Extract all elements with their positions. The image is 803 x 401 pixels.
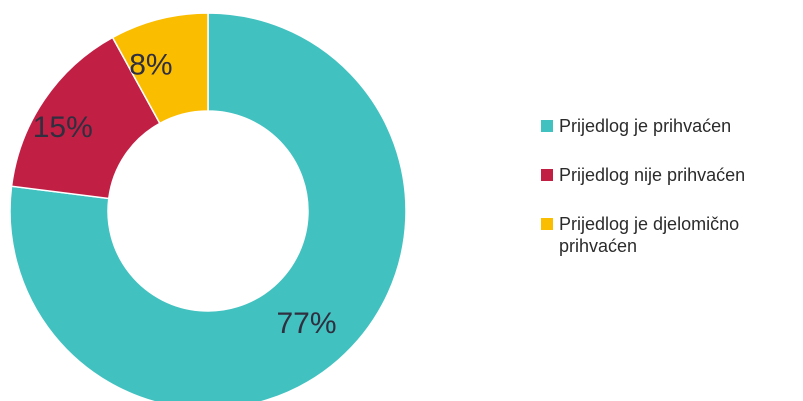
donut-chart-plot: 77% 15% 8% bbox=[9, 12, 407, 401]
slice-accepted bbox=[9, 12, 407, 401]
chart-legend: Prijedlog je prihvaćen Prijedlog nije pr… bbox=[541, 115, 803, 257]
slice-label-accepted: 77% bbox=[277, 307, 337, 340]
legend-item-partially-accepted: Prijedlog je djelomično prihvaćen bbox=[541, 213, 803, 257]
legend-label-not-accepted: Prijedlog nije prihvaćen bbox=[559, 165, 746, 185]
legend-swatch-not-accepted bbox=[541, 169, 553, 181]
legend-swatch-partially-accepted bbox=[541, 218, 553, 230]
slice-label-not-accepted: 15% bbox=[33, 111, 93, 144]
legend-item-not-accepted: Prijedlog nije prihvaćen bbox=[541, 164, 803, 186]
legend-label-accepted: Prijedlog je prihvaćen bbox=[559, 116, 732, 136]
slice-partially-accepted bbox=[111, 12, 209, 125]
slice-label-partially-accepted: 8% bbox=[129, 49, 172, 82]
legend-item-accepted: Prijedlog je prihvaćen bbox=[541, 115, 803, 137]
legend-swatch-accepted bbox=[541, 120, 553, 132]
legend-label-partially-accepted: Prijedlog je djelomično prihvaćen bbox=[559, 214, 740, 256]
